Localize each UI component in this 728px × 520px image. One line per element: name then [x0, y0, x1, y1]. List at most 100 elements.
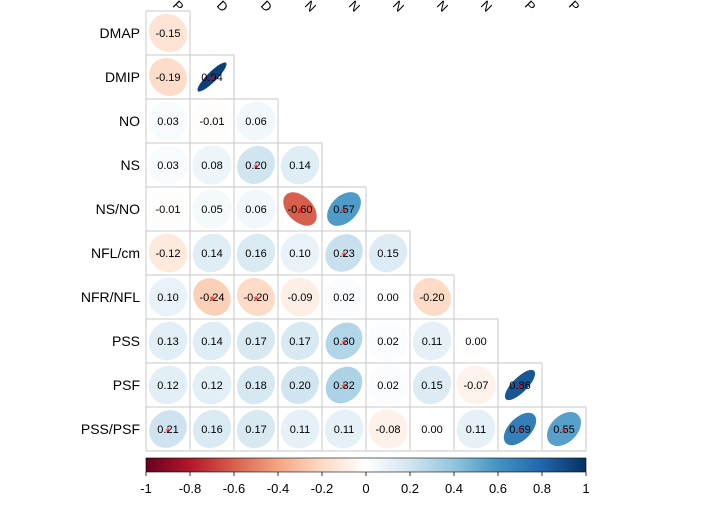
matrix-cell: 0.10 [145, 274, 191, 320]
row-label: NS/NO [96, 201, 140, 217]
correlation-ellipse [237, 278, 275, 316]
coefficient-label: 0.55 [553, 424, 574, 436]
coefficient-label: 0.10 [157, 292, 178, 304]
correlation-ellipse [148, 321, 188, 361]
row-label: PSS [112, 333, 140, 349]
matrix-cell: 0.11 [409, 318, 455, 364]
matrix-cells: -0.15-0.19 0.94*0.03 -0.01 0.060.03 0.08 0.20… [145, 10, 587, 452]
matrix-cell: 0.00 [453, 318, 499, 364]
correlation-ellipse [192, 145, 232, 185]
coefficient-label: 0.20 [245, 160, 266, 172]
matrix-cell: 0.08 [189, 142, 235, 188]
matrix-cell: 0.02 [365, 362, 411, 408]
correlation-ellipse [281, 366, 319, 404]
correlation-ellipse [192, 189, 232, 229]
coefficient-label: 0.00 [377, 292, 398, 304]
coefficient-label: 0.13 [157, 336, 178, 348]
correlation-ellipse [412, 321, 452, 361]
correlation-ellipse [368, 277, 408, 317]
correlation-ellipse [236, 409, 276, 449]
matrix-cell: -0.60* [277, 186, 323, 232]
significance-star: * [341, 249, 346, 264]
colorbar-tick-label: -0.8 [179, 481, 201, 496]
row-label: PSF [113, 377, 140, 393]
correlation-ellipse [236, 233, 276, 273]
column-label: D [214, 0, 231, 15]
correlation-ellipse [325, 234, 363, 272]
matrix-cell: 0.23* [321, 230, 367, 276]
correlation-ellipse [236, 101, 276, 141]
coefficient-label: 0.11 [466, 424, 487, 436]
coefficient-label: 0.15 [377, 248, 398, 260]
colorbar-tick-label: 0.2 [401, 481, 419, 496]
correlation-ellipse [280, 409, 320, 449]
coefficient-label: 0.23 [333, 248, 354, 260]
coefficient-label: -0.15 [155, 28, 180, 40]
correlation-ellipse [368, 409, 408, 449]
row-label: NFL/cm [91, 245, 140, 261]
matrix-cell: 0.17 [233, 406, 279, 452]
correlation-ellipse [280, 321, 320, 361]
matrix-cell: 0.12 [189, 362, 235, 408]
coefficient-label: 0.17 [245, 336, 266, 348]
matrix-cell: 0.30* [321, 318, 367, 364]
significance-star: * [165, 425, 170, 440]
correlation-ellipse [504, 369, 536, 401]
matrix-cell: 0.11 [321, 406, 367, 452]
significance-star: * [209, 293, 214, 308]
coefficient-label: 0.32 [333, 380, 354, 392]
correlation-ellipse [192, 101, 232, 141]
significance-star: * [341, 205, 346, 220]
colorbar-tick-label: 0.8 [533, 481, 551, 496]
correlation-ellipse [368, 233, 408, 273]
matrix-cell: 0.13 [145, 318, 191, 364]
colorbar-tick-label: 0 [362, 481, 369, 496]
matrix-cell: 0.20* [233, 142, 279, 188]
coefficient-label: 0.14 [201, 336, 222, 348]
coefficient-label: 0.21 [157, 424, 178, 436]
colorbar-tick-label: -0.6 [223, 481, 245, 496]
row-label: NO [119, 113, 140, 129]
correlation-ellipse [192, 321, 232, 361]
matrix-cell: 0.05 [189, 186, 235, 232]
correlation-ellipse [148, 189, 188, 229]
significance-star: * [561, 425, 566, 440]
matrix-cell: 0.02 [321, 274, 367, 320]
colorbar-tick-label: 1 [582, 481, 589, 496]
correlation-ellipse [148, 233, 188, 273]
correlation-ellipse [368, 321, 408, 361]
coefficient-label: 0.06 [245, 204, 266, 216]
significance-star: * [297, 205, 302, 220]
matrix-cell: 0.69* [497, 406, 543, 452]
correlation-ellipse [503, 412, 537, 446]
column-label: N [478, 0, 495, 15]
coefficient-label: 0.00 [465, 336, 486, 348]
correlation-ellipse [148, 13, 188, 53]
column-label: N [346, 0, 363, 15]
colorbar-tick-label: 0.6 [489, 481, 507, 496]
column-label: P [522, 0, 539, 14]
matrix-cell: 0.32* [321, 362, 367, 408]
coefficient-label: -0.01 [155, 204, 180, 216]
coefficient-label: 0.16 [201, 424, 222, 436]
correlation-ellipse [197, 62, 227, 92]
coefficient-label: 0.17 [289, 336, 310, 348]
matrix-cell: 0.16 [189, 406, 235, 452]
correlation-ellipse [325, 322, 363, 360]
coefficient-label: 0.03 [157, 116, 178, 128]
matrix-cell: -0.01 [189, 98, 235, 144]
coefficient-label: -0.07 [463, 380, 488, 392]
matrix-cell: -0.12 [145, 230, 191, 276]
matrix-cell: -0.24* [189, 274, 235, 320]
correlation-ellipse [280, 277, 320, 317]
coefficient-label: -0.19 [155, 72, 180, 84]
matrix-cell: 0.15 [365, 230, 411, 276]
matrix-cell: 0.16 [233, 230, 279, 276]
coefficient-label: 0.94 [201, 72, 222, 84]
row-label: DMAP [100, 25, 140, 41]
matrix-cell: 0.14 [189, 230, 235, 276]
matrix-cell: -0.09 [277, 274, 323, 320]
significance-star: * [253, 161, 258, 176]
